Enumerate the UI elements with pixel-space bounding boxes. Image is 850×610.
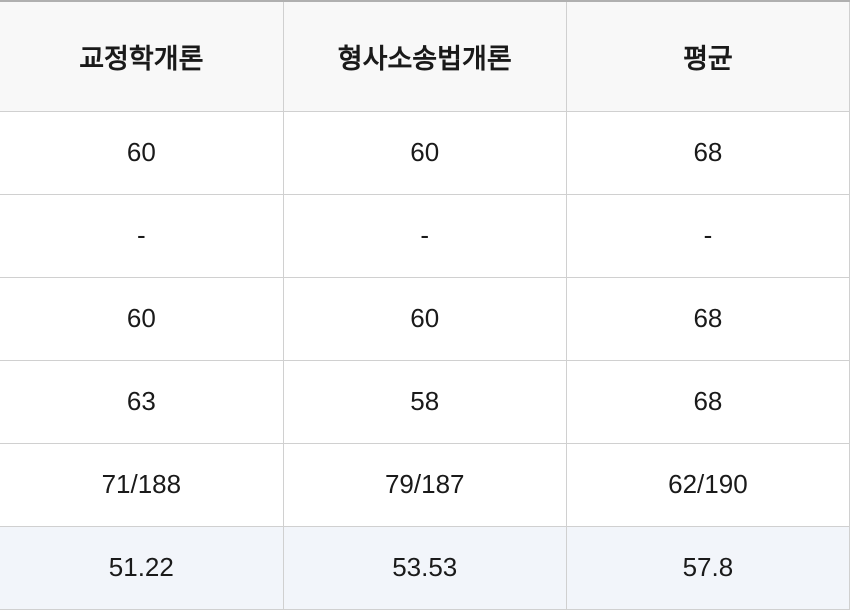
cell-value: 58 (283, 360, 566, 443)
cell-value: - (566, 194, 849, 277)
column-header-subject2: 형사소송법개론 (283, 1, 566, 111)
table-row: 60 60 68 (0, 111, 850, 194)
table-row: 71/188 79/187 62/190 (0, 443, 850, 526)
cell-value: 68 (566, 111, 849, 194)
score-table: 교정학개론 형사소송법개론 평균 60 60 68 - - - 60 60 68 (0, 0, 850, 610)
cell-value: - (0, 194, 283, 277)
cell-value: 51.22 (0, 526, 283, 609)
cell-value: 79/187 (283, 443, 566, 526)
column-header-average: 평균 (566, 1, 849, 111)
header-row: 교정학개론 형사소송법개론 평균 (0, 1, 850, 111)
cell-value: 60 (0, 277, 283, 360)
cell-value: - (283, 194, 566, 277)
table-header: 교정학개론 형사소송법개론 평균 (0, 1, 850, 111)
cell-value: 57.8 (566, 526, 849, 609)
cell-value: 62/190 (566, 443, 849, 526)
cell-value: 71/188 (0, 443, 283, 526)
table-row: 60 60 68 (0, 277, 850, 360)
cell-value: 60 (283, 111, 566, 194)
cell-value: 63 (0, 360, 283, 443)
table-body: 60 60 68 - - - 60 60 68 63 58 68 71/188 (0, 111, 850, 609)
cell-value: 60 (283, 277, 566, 360)
column-header-subject1: 교정학개론 (0, 1, 283, 111)
table-row: - - - (0, 194, 850, 277)
cell-value: 68 (566, 277, 849, 360)
cell-value: 68 (566, 360, 849, 443)
score-table-container: 교정학개론 형사소송법개론 평균 60 60 68 - - - 60 60 68 (0, 0, 850, 609)
cell-value: 53.53 (283, 526, 566, 609)
table-row: 63 58 68 (0, 360, 850, 443)
table-row-highlight: 51.22 53.53 57.8 (0, 526, 850, 609)
cell-value: 60 (0, 111, 283, 194)
